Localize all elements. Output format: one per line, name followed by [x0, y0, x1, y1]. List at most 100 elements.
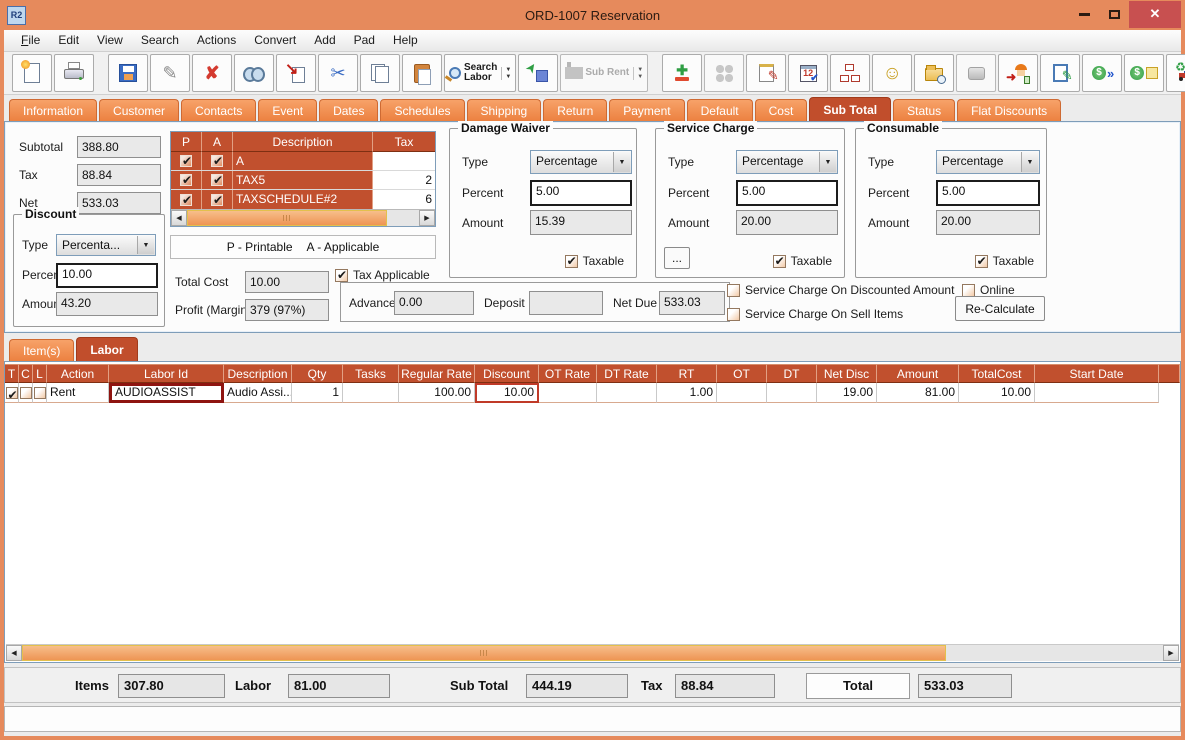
paste-button[interactable] — [402, 54, 442, 92]
checkbox-unchecked[interactable] — [727, 307, 740, 321]
history-button[interactable] — [914, 54, 955, 92]
tax-applicable-check[interactable]: Tax Applicable — [335, 268, 430, 282]
scroll-right-icon[interactable]: ▶ — [419, 210, 435, 226]
col-net-disc[interactable]: Net Disc — [817, 364, 877, 383]
scroll-thumb[interactable] — [187, 210, 387, 226]
tax-col-applicable[interactable]: A — [202, 132, 233, 152]
checkbox-checked[interactable] — [180, 193, 192, 207]
recalculate-button[interactable]: Re-Calculate — [955, 296, 1045, 321]
close-button[interactable]: ✕ — [1129, 0, 1181, 28]
col-regular-rate[interactable]: Regular Rate — [399, 364, 475, 383]
col-ot-rate[interactable]: OT Rate — [539, 364, 597, 383]
menu-search[interactable]: Search — [140, 33, 179, 47]
tax-row-description[interactable]: TAX5 — [233, 171, 373, 189]
menu-edit[interactable]: Edit — [58, 33, 80, 47]
checkbox-checked[interactable] — [335, 268, 348, 282]
find-button[interactable] — [234, 54, 274, 92]
discount-percent-field[interactable]: 10.00 — [56, 263, 158, 288]
tab-status[interactable]: Status — [893, 99, 956, 121]
delete-button[interactable]: ✘ — [192, 54, 232, 92]
labor-totalcost-cell[interactable]: 10.00 — [959, 383, 1035, 403]
tax-row-printable-cell[interactable] — [171, 152, 202, 170]
labor-t-cell[interactable] — [5, 383, 19, 403]
tax-row-value[interactable] — [373, 152, 435, 170]
dw-taxable-check[interactable]: Taxable — [564, 254, 624, 268]
tax-row-printable-cell[interactable] — [171, 190, 202, 209]
tab-shipping[interactable]: Shipping — [466, 99, 542, 121]
menu-help[interactable]: Help — [392, 33, 418, 47]
col-c[interactable]: C — [19, 364, 33, 383]
col-rt[interactable]: RT — [657, 364, 717, 383]
tab-contacts[interactable]: Contacts — [181, 99, 257, 121]
scroll-right-icon[interactable]: ▶ — [1163, 645, 1179, 661]
col-totalcost[interactable]: TotalCost — [959, 364, 1035, 383]
online-check[interactable]: Online — [962, 283, 1015, 297]
checkbox-unchecked[interactable] — [33, 386, 46, 399]
tax-row-applicable-cell[interactable] — [202, 152, 233, 170]
tab-dates[interactable]: Dates — [319, 99, 379, 121]
menu-actions[interactable]: Actions — [196, 33, 237, 47]
calendar-button[interactable]: 12 — [788, 54, 829, 92]
labor-action-cell[interactable]: Rent — [47, 383, 109, 403]
sc-discounted-check[interactable]: Service Charge On Discounted Amount — [727, 283, 954, 297]
tab-default[interactable]: Default — [686, 99, 753, 121]
sc-percent-field[interactable]: 5.00 — [736, 180, 838, 206]
copy-to-button[interactable]: ↘ — [276, 54, 316, 92]
hierarchy-button[interactable] — [830, 54, 871, 92]
copy-button[interactable] — [360, 54, 400, 92]
col-labor-id[interactable]: Labor Id — [109, 364, 224, 383]
labor-id-cell-selected[interactable]: AUDIOASSIST — [109, 383, 224, 403]
print-button[interactable] — [54, 54, 94, 92]
tab-labor[interactable]: Labor — [76, 337, 138, 361]
cut-button[interactable]: ✂ — [318, 54, 358, 92]
notes-button[interactable] — [746, 54, 787, 92]
new-button[interactable] — [12, 54, 52, 92]
dw-type-combo[interactable]: Percentage ▼ — [530, 150, 632, 174]
scroll-left-icon[interactable]: ◀ — [6, 645, 22, 661]
minimize-button[interactable] — [1069, 1, 1099, 27]
checkbox-unchecked[interactable] — [19, 386, 32, 399]
col-qty[interactable]: Qty — [292, 364, 343, 383]
tax-table-hscrollbar[interactable]: ◀ ▶ — [171, 209, 435, 226]
transport-button[interactable] — [1166, 54, 1185, 92]
tab-cost[interactable]: Cost — [754, 99, 808, 121]
labor-row[interactable]: Rent AUDIOASSIST Audio Assi... 1 100.00 … — [5, 383, 1180, 403]
tab-return[interactable]: Return — [543, 99, 608, 121]
convert-button[interactable] — [518, 54, 559, 92]
search-labor-button[interactable]: Search Labor ▼ ▼ — [444, 54, 517, 92]
add-remove-button[interactable]: ✚ — [662, 54, 703, 92]
labor-rt-cell[interactable]: 1.00 — [657, 383, 717, 403]
checkbox-checked[interactable] — [211, 173, 223, 187]
col-ot[interactable]: OT — [717, 364, 767, 383]
labor-start-date-cell[interactable] — [1035, 383, 1159, 403]
checkbox-checked[interactable] — [974, 254, 988, 268]
menu-file[interactable]: File — [21, 33, 41, 47]
labor-ot-rate-cell[interactable] — [539, 383, 597, 403]
col-amount[interactable]: Amount — [877, 364, 959, 383]
smiley-button[interactable]: ☺ — [872, 54, 913, 92]
labor-description-cell[interactable]: Audio Assi... — [224, 383, 292, 403]
save-button[interactable] — [108, 54, 148, 92]
sc-type-combo[interactable]: Percentage ▼ — [736, 150, 838, 174]
col-tasks[interactable]: Tasks — [343, 364, 399, 383]
labor-ot-cell[interactable] — [717, 383, 767, 403]
labor-regular-rate-cell[interactable]: 100.00 — [399, 383, 475, 403]
tax-row-value[interactable]: 6 — [373, 190, 435, 209]
col-start-date[interactable]: Start Date — [1035, 364, 1159, 383]
checkbox-checked[interactable] — [5, 386, 18, 402]
tab-information[interactable]: Information — [9, 99, 98, 121]
labor-hscrollbar[interactable]: ◀ ▶ — [6, 644, 1179, 661]
labor-net-disc-cell[interactable]: 19.00 — [817, 383, 877, 403]
col-dt-rate[interactable]: DT Rate — [597, 364, 657, 383]
invoice-button[interactable]: $ — [1124, 54, 1165, 92]
tax-row-applicable-cell[interactable] — [202, 171, 233, 189]
tax-col-description[interactable]: Description — [233, 132, 373, 152]
tax-row-description[interactable]: A — [233, 152, 373, 170]
col-dt[interactable]: DT — [767, 364, 817, 383]
menu-add[interactable]: Add — [314, 33, 336, 47]
edit-button[interactable]: ✎ — [150, 54, 190, 92]
tab-items[interactable]: Item(s) — [9, 339, 75, 361]
tab-schedules[interactable]: Schedules — [380, 99, 465, 121]
labor-discount-cell-selected[interactable]: 10.00 — [475, 383, 539, 403]
payment-forward-button[interactable]: $» — [1082, 54, 1123, 92]
